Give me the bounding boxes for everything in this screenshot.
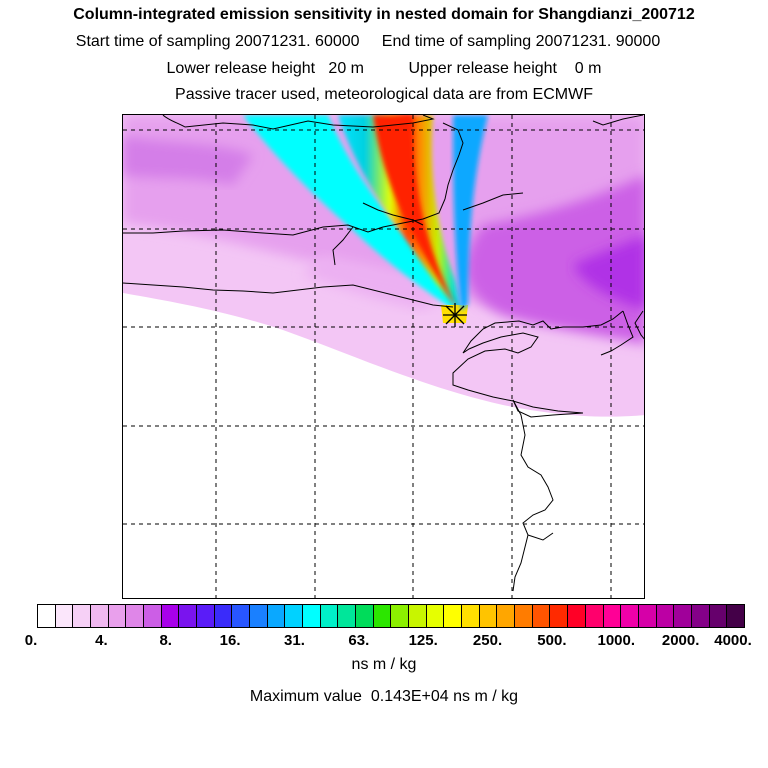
start-label: Start time of sampling bbox=[75, 33, 231, 50]
colorbar-cell bbox=[409, 605, 427, 627]
colorbar-cell bbox=[638, 605, 657, 627]
maximum-value: Maximum value 0.143E+04 ns m / kg bbox=[0, 688, 768, 706]
max-number: 0.143E+04 bbox=[370, 688, 449, 705]
sampling-times: Start time of sampling 20071231. 60000 E… bbox=[0, 33, 752, 51]
plot-title: Column-integrated emission sensitivity i… bbox=[73, 6, 695, 23]
colorbar-cell bbox=[603, 605, 622, 627]
colorbar-tick-label: 0. bbox=[24, 632, 38, 649]
colorbar-tick-label: 1000. bbox=[597, 632, 636, 649]
colorbar-cell bbox=[444, 605, 463, 627]
colorbar-cell bbox=[515, 605, 533, 627]
colorbar-cell bbox=[126, 605, 145, 627]
colorbar-tick-label: 16. bbox=[219, 632, 241, 649]
upper-label: Upper release height bbox=[408, 60, 557, 77]
colorbar-tick-label: 63. bbox=[348, 632, 370, 649]
colorbar-cell bbox=[391, 605, 410, 627]
colorbar-cell bbox=[356, 605, 374, 627]
sensitivity-map bbox=[122, 114, 645, 599]
colorbar-cell bbox=[320, 605, 339, 627]
colorbar-cell bbox=[285, 605, 304, 627]
colorbar-cell bbox=[179, 605, 198, 627]
end-value: 20071231. 90000 bbox=[535, 33, 661, 50]
colorbar-cell bbox=[462, 605, 480, 627]
colorbar-cell bbox=[621, 605, 639, 627]
max-label: Maximum value bbox=[249, 688, 362, 705]
colorbar-cell bbox=[73, 605, 92, 627]
upper-value: 0 m bbox=[574, 60, 602, 77]
lat-lon-grid bbox=[123, 115, 644, 598]
colorbar-tick-label: 125. bbox=[408, 632, 438, 649]
colorbar-cell bbox=[497, 605, 516, 627]
colorbar-tick-label: 4. bbox=[95, 632, 108, 649]
colorbar-units: ns m / kg bbox=[351, 656, 417, 673]
colorbar-cell bbox=[674, 605, 692, 627]
tracer-note: Passive tracer used, meteorological data… bbox=[175, 86, 593, 103]
colorbar-cell bbox=[214, 605, 233, 627]
colorbar-tick-label: 4000. bbox=[714, 632, 752, 649]
max-units: ns m / kg bbox=[453, 688, 519, 705]
lower-label: Lower release height bbox=[166, 60, 316, 77]
colorbar-cell bbox=[691, 605, 710, 627]
release-heights: Lower release height 20 m Upper release … bbox=[0, 60, 768, 78]
colorbar-cell bbox=[108, 605, 127, 627]
start-value: 20071231. 60000 bbox=[234, 33, 360, 50]
colorbar-cell bbox=[656, 605, 675, 627]
colorbar-cell bbox=[727, 605, 744, 627]
colorbar-tick-label: 31. bbox=[284, 632, 305, 649]
colorbar-cell bbox=[568, 605, 586, 627]
colorbar-cell bbox=[55, 605, 74, 627]
colorbar-cell bbox=[161, 605, 180, 627]
colorbar-cell bbox=[232, 605, 251, 627]
colorbar-cell bbox=[267, 605, 286, 627]
colorbar-cell bbox=[426, 605, 445, 627]
colorbar-tick-label: 2000. bbox=[661, 632, 700, 649]
star-icon bbox=[443, 303, 467, 327]
colorbar-cell bbox=[373, 605, 392, 627]
map-canvas bbox=[123, 115, 644, 598]
end-label: End time of sampling bbox=[381, 33, 532, 50]
colorbar-tick-label: 500. bbox=[537, 632, 567, 649]
colorbar-cell bbox=[338, 605, 357, 627]
colorbar-cell bbox=[550, 605, 569, 627]
colorbar-cell bbox=[38, 605, 56, 627]
colorbar-cell bbox=[303, 605, 321, 627]
coastlines bbox=[123, 115, 644, 592]
colorbar-cell bbox=[250, 605, 268, 627]
colorbar-tick-label: 8. bbox=[159, 632, 172, 649]
colorbar bbox=[37, 604, 745, 628]
sensitivity-field bbox=[123, 115, 644, 417]
colorbar-cell bbox=[144, 605, 162, 627]
colorbar-tick-label: 250. bbox=[472, 632, 503, 649]
colorbar-cell bbox=[197, 605, 215, 627]
colorbar-cell bbox=[91, 605, 109, 627]
colorbar-cell bbox=[479, 605, 498, 627]
colorbar-cell bbox=[709, 605, 728, 627]
plume bbox=[243, 115, 488, 323]
colorbar-cell bbox=[532, 605, 551, 627]
colorbar-cell bbox=[585, 605, 604, 627]
lower-value: 20 m bbox=[328, 60, 364, 77]
